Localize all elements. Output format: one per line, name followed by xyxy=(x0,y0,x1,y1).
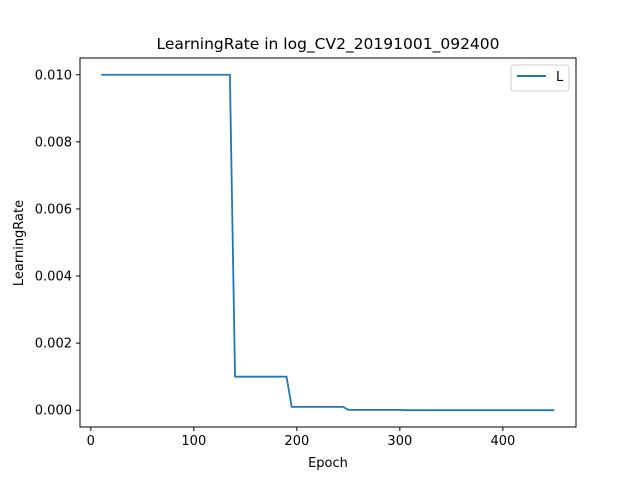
legend-label: L xyxy=(556,70,564,85)
x-axis-label: Epoch xyxy=(308,456,348,471)
x-axis: 0 100 200 300 400 xyxy=(87,427,515,449)
y-tick-label: 0.002 xyxy=(35,337,72,352)
y-tick-label: 0.000 xyxy=(35,404,72,419)
x-tick-label: 100 xyxy=(181,434,206,449)
legend-box xyxy=(510,64,570,92)
x-tick-label: 400 xyxy=(490,434,515,449)
series-line-0 xyxy=(101,73,555,412)
legend: L xyxy=(510,64,570,92)
chart-title: LearningRate in log_CV2_20191001_092400 xyxy=(156,35,499,54)
y-tick-label: 0.006 xyxy=(35,202,72,217)
y-axis-label: LearningRate xyxy=(12,200,27,286)
y-tick-label: 0.008 xyxy=(35,135,72,150)
x-tick-label: 0 xyxy=(87,434,95,449)
y-tick-label: 0.004 xyxy=(35,270,72,285)
y-tick-label: 0.010 xyxy=(35,68,72,83)
x-tick-label: 300 xyxy=(387,434,412,449)
plot-area xyxy=(101,73,555,412)
x-tick-label: 200 xyxy=(284,434,309,449)
axes-frame xyxy=(79,57,577,428)
y-axis: 0.000 0.002 0.004 0.006 0.008 0.010 xyxy=(35,68,80,419)
